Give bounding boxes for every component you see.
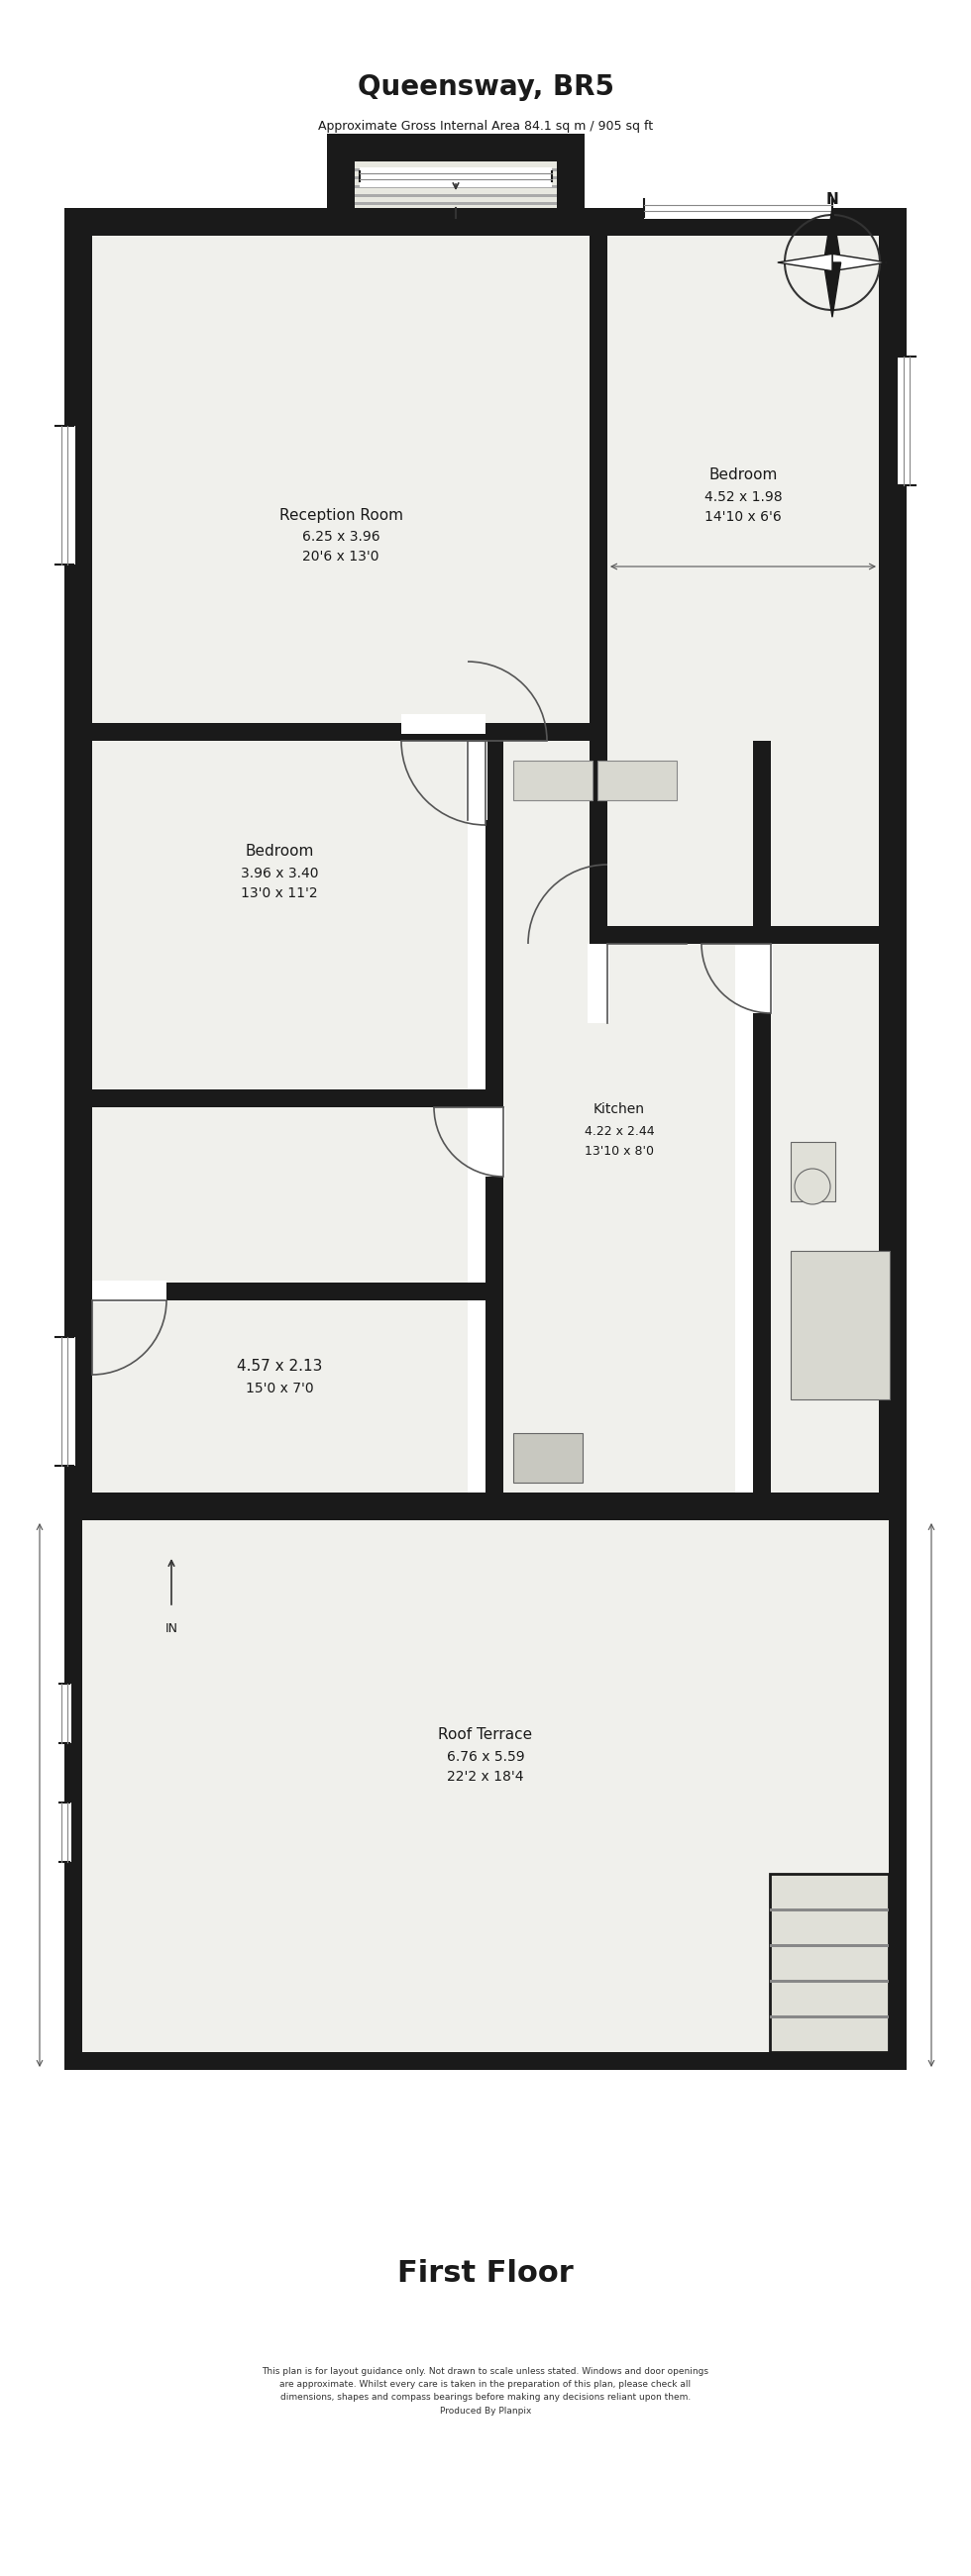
Bar xyxy=(770,1945,888,1947)
Bar xyxy=(401,714,486,734)
Circle shape xyxy=(794,1170,830,1206)
Text: 15'0 x 7'0: 15'0 x 7'0 xyxy=(246,1381,314,1396)
Bar xyxy=(770,1909,888,1911)
Text: Bedroom: Bedroom xyxy=(245,845,314,860)
Bar xyxy=(753,742,771,1492)
Bar xyxy=(556,134,585,214)
Bar xyxy=(514,1432,583,1484)
Text: 4.52 x 1.98: 4.52 x 1.98 xyxy=(704,489,782,505)
Bar xyxy=(59,1685,71,1744)
Bar xyxy=(770,1873,888,2053)
Bar xyxy=(790,1141,835,1200)
Polygon shape xyxy=(832,255,887,270)
Bar xyxy=(64,1520,907,2071)
Bar xyxy=(64,2053,907,2071)
Bar xyxy=(354,178,556,180)
Text: 13'10 x 8'0: 13'10 x 8'0 xyxy=(585,1144,653,1157)
Text: Queensway, BR5: Queensway, BR5 xyxy=(357,72,614,100)
Bar xyxy=(589,237,608,724)
Bar xyxy=(64,1520,83,2071)
Bar xyxy=(92,237,589,724)
Text: First Floor: First Floor xyxy=(397,2259,574,2287)
Bar xyxy=(92,1108,468,1283)
Bar xyxy=(608,237,879,925)
Text: Approximate Gross Internal Area 84.1 sq m / 905 sq ft: Approximate Gross Internal Area 84.1 sq … xyxy=(318,121,653,134)
Text: Roof Terrace: Roof Terrace xyxy=(438,1728,533,1741)
Text: Kitchen: Kitchen xyxy=(593,1103,645,1115)
Bar xyxy=(514,760,592,801)
Text: 6.76 x 5.59: 6.76 x 5.59 xyxy=(447,1749,524,1765)
Text: 13'0 x 11'2: 13'0 x 11'2 xyxy=(241,886,318,899)
Bar xyxy=(589,742,608,925)
Bar xyxy=(92,1283,503,1301)
Bar xyxy=(354,204,556,206)
Bar xyxy=(587,943,610,1023)
Bar xyxy=(359,173,552,180)
Bar xyxy=(608,724,879,943)
Bar xyxy=(751,943,773,1012)
Text: 3.96 x 3.40: 3.96 x 3.40 xyxy=(241,866,318,881)
Bar xyxy=(486,742,503,1492)
Bar xyxy=(790,1252,889,1399)
Bar xyxy=(589,925,879,943)
Bar xyxy=(897,355,918,484)
Bar xyxy=(64,1492,907,1520)
Bar xyxy=(770,1981,888,1984)
Bar xyxy=(92,742,468,1090)
Text: 6.25 x 3.96: 6.25 x 3.96 xyxy=(302,531,380,544)
Text: IN: IN xyxy=(165,1623,178,1636)
Bar xyxy=(92,1090,503,1108)
Bar xyxy=(466,742,487,819)
Text: N: N xyxy=(826,191,839,206)
Polygon shape xyxy=(778,255,832,270)
Text: 14'10 x 6'6: 14'10 x 6'6 xyxy=(705,510,782,523)
Bar xyxy=(879,209,907,1520)
Bar xyxy=(55,1337,76,1466)
Bar xyxy=(644,198,832,216)
Text: 4.57 x 2.13: 4.57 x 2.13 xyxy=(237,1360,322,1373)
Bar xyxy=(503,742,735,1492)
Bar xyxy=(354,185,556,188)
Bar xyxy=(92,1280,166,1303)
Bar xyxy=(354,193,556,196)
Text: Bedroom: Bedroom xyxy=(709,469,778,482)
Bar xyxy=(92,1301,468,1492)
Bar xyxy=(327,134,354,214)
Text: 4.22 x 2.44: 4.22 x 2.44 xyxy=(585,1126,654,1139)
Bar xyxy=(59,1803,71,1862)
Bar xyxy=(484,1108,505,1177)
Bar xyxy=(327,134,585,162)
Bar xyxy=(359,167,552,188)
Polygon shape xyxy=(823,209,841,263)
Bar xyxy=(644,198,832,219)
Bar xyxy=(771,943,879,1492)
Bar xyxy=(354,167,556,170)
Bar xyxy=(64,209,92,1520)
Bar xyxy=(770,2014,888,2020)
Bar xyxy=(64,209,907,237)
Text: 20'6 x 13'0: 20'6 x 13'0 xyxy=(302,549,380,564)
Text: 22'2 x 18'4: 22'2 x 18'4 xyxy=(447,1770,524,1783)
Bar xyxy=(55,425,76,564)
Bar xyxy=(888,1520,907,2071)
Polygon shape xyxy=(823,263,841,317)
Bar xyxy=(354,162,556,214)
Text: This plan is for layout guidance only. Not drawn to scale unless stated. Windows: This plan is for layout guidance only. N… xyxy=(262,2367,709,2416)
Text: Reception Room: Reception Room xyxy=(279,507,403,523)
Bar xyxy=(597,760,677,801)
Bar xyxy=(92,724,608,742)
